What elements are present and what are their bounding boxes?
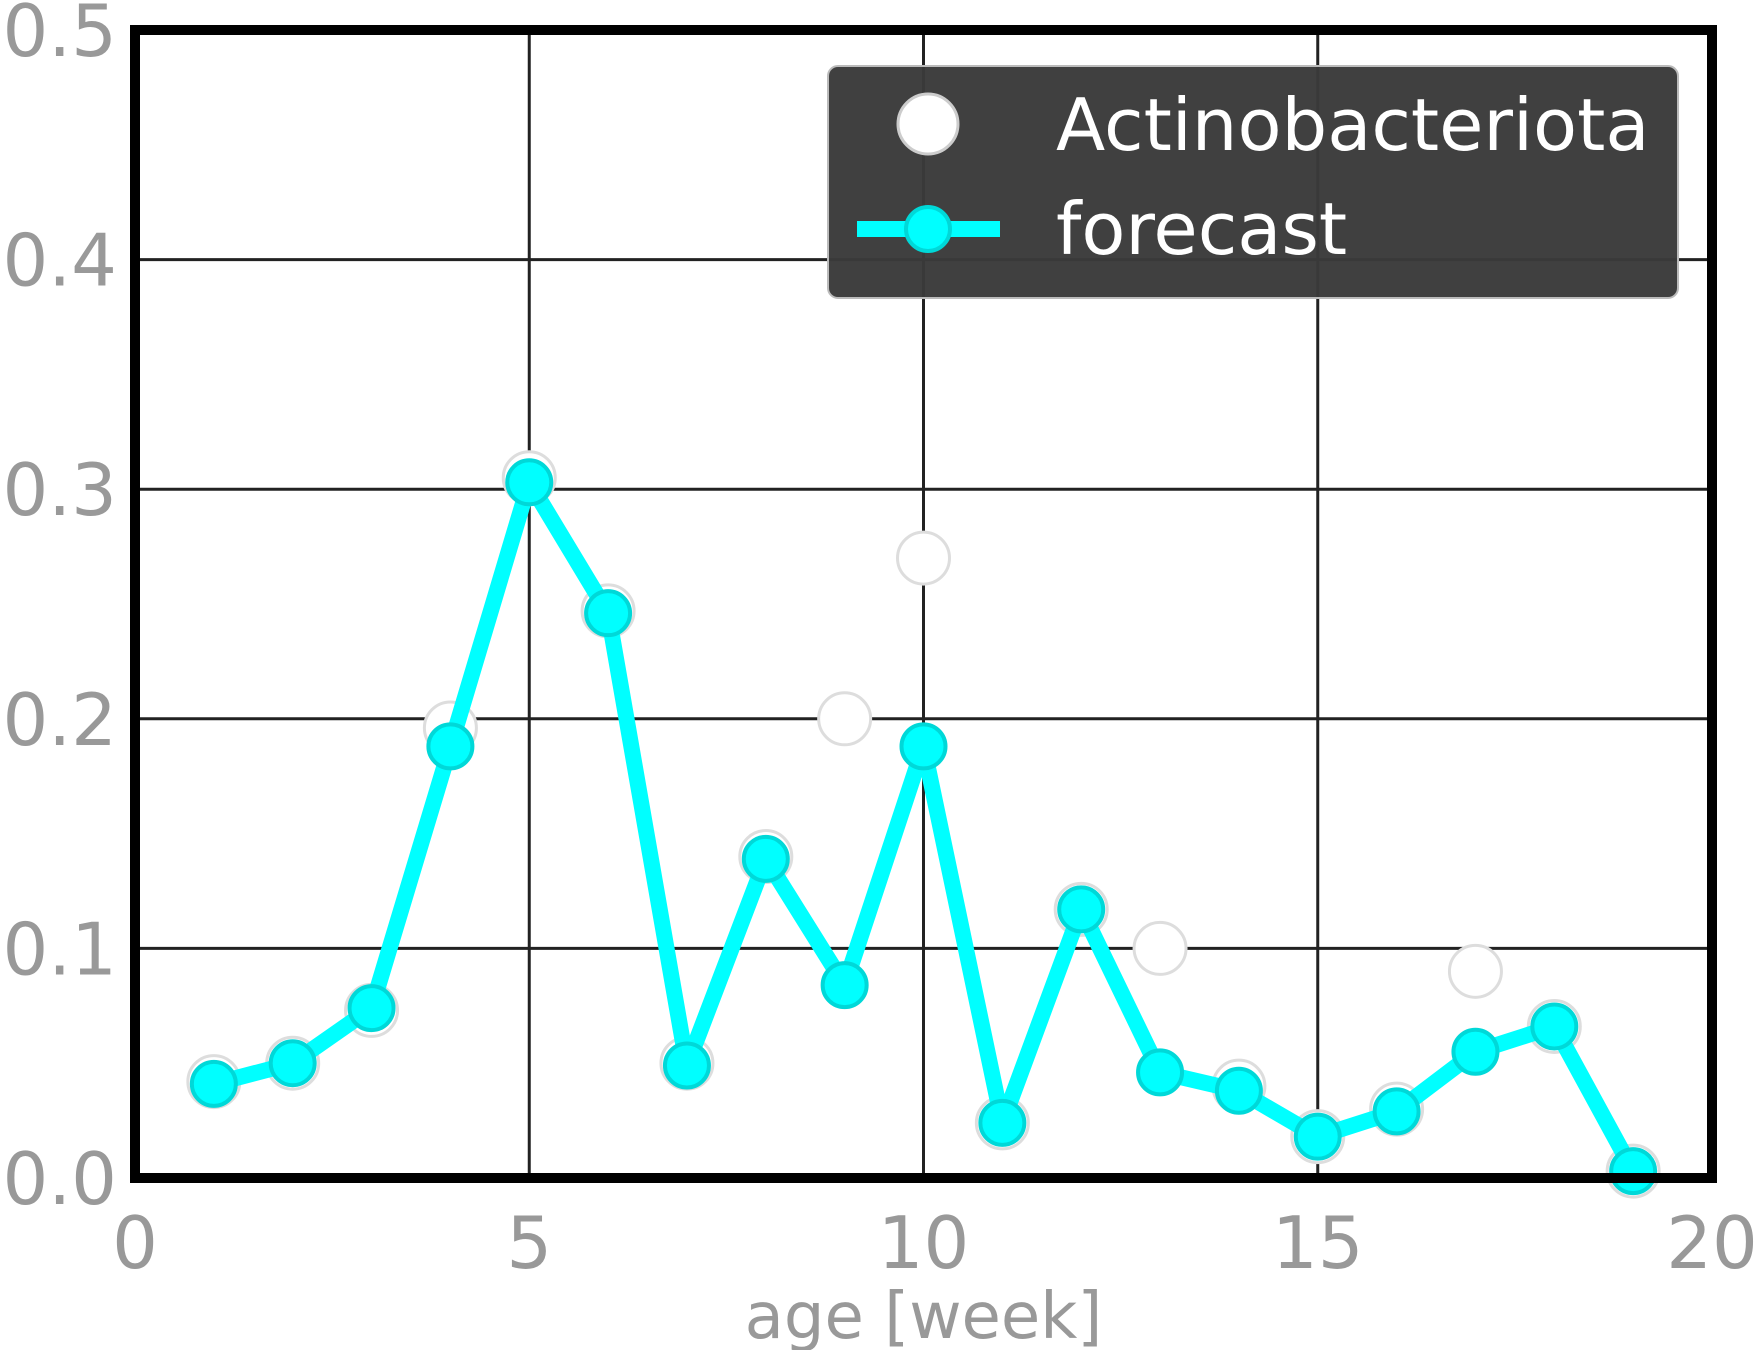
x-axis-label: age [week] bbox=[745, 1280, 1103, 1350]
x-tick-label-5: 5 bbox=[506, 1201, 552, 1285]
y-tick-label-0.3: 0.3 bbox=[2, 448, 117, 532]
forecast-point-19 bbox=[1609, 1147, 1658, 1196]
observed-point-17 bbox=[1447, 943, 1503, 999]
y-tick-label-0.0: 0.0 bbox=[2, 1137, 117, 1221]
observed-point-10 bbox=[896, 530, 951, 586]
forecast-point-2 bbox=[268, 1039, 317, 1088]
plot-frame bbox=[130, 25, 1717, 1183]
forecast-point-7 bbox=[662, 1041, 711, 1090]
forecast-point-4 bbox=[426, 722, 475, 771]
forecast-point-14 bbox=[1214, 1066, 1263, 1115]
forecast-point-5 bbox=[505, 458, 554, 507]
legend: Actinobacteriota forecast bbox=[827, 65, 1679, 299]
forecast-series bbox=[189, 458, 1658, 1196]
forecast-point-16 bbox=[1372, 1087, 1421, 1136]
x-tick-label-20: 20 bbox=[1666, 1201, 1758, 1285]
forecast-point-8 bbox=[741, 834, 790, 883]
y-tick-label-0.5: 0.5 bbox=[2, 0, 117, 73]
y-tick-label-0.2: 0.2 bbox=[2, 678, 117, 762]
forecast-point-9 bbox=[820, 961, 869, 1010]
forecast-point-1 bbox=[189, 1059, 238, 1108]
legend-forecast-marker bbox=[904, 205, 952, 253]
observed-point-13 bbox=[1132, 920, 1188, 976]
observed-point-9 bbox=[817, 691, 873, 747]
legend-box bbox=[827, 65, 1679, 299]
forecast-point-15 bbox=[1293, 1112, 1342, 1161]
forecast-point-17 bbox=[1451, 1027, 1500, 1076]
forecast-point-12 bbox=[1057, 885, 1106, 934]
legend-observed-marker bbox=[896, 92, 960, 156]
forecast-point-3 bbox=[347, 984, 396, 1033]
forecast-point-11 bbox=[978, 1098, 1027, 1147]
y-tick-label-0.4: 0.4 bbox=[2, 219, 117, 303]
y-tick-labels: 0.0 0.1 0.2 0.3 0.4 0.5 bbox=[2, 0, 117, 1221]
legend-forecast-label: forecast bbox=[1056, 187, 1347, 271]
forecast-point-10 bbox=[899, 722, 948, 771]
x-tick-label-0: 0 bbox=[112, 1201, 158, 1285]
legend-observed-label: Actinobacteriota bbox=[1056, 83, 1649, 167]
x-tick-label-15: 15 bbox=[1272, 1201, 1364, 1285]
x-tick-label-10: 10 bbox=[878, 1201, 970, 1285]
x-tick-labels: 0 5 10 15 20 bbox=[112, 1201, 1758, 1285]
y-tick-label-0.1: 0.1 bbox=[2, 907, 117, 991]
forecast-point-13 bbox=[1136, 1048, 1185, 1097]
forecast-point-18 bbox=[1530, 1002, 1579, 1051]
forecast-point-6 bbox=[584, 589, 633, 638]
